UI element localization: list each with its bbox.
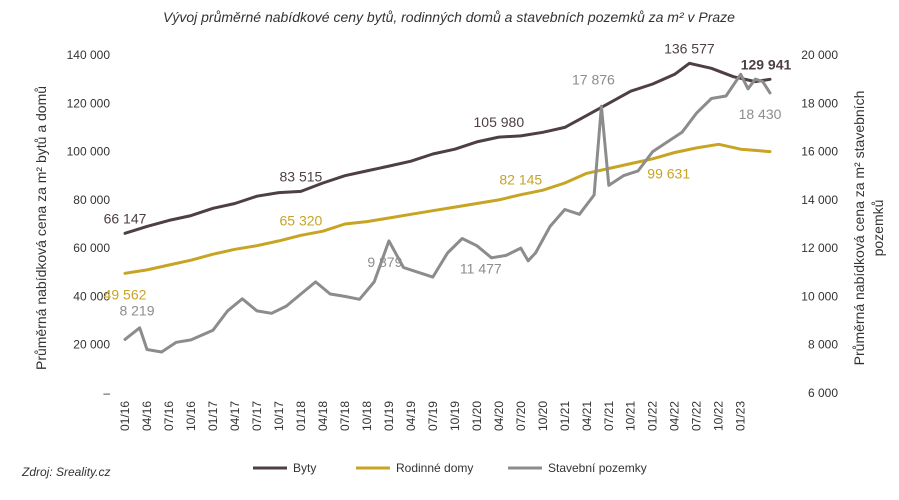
chart-title: Vývoj průměrné nabídkové ceny bytů, rodi… [163, 9, 735, 25]
data-label: 17 876 [572, 71, 615, 87]
legend-label: Byty [293, 461, 316, 475]
data-label: 8 219 [119, 302, 154, 318]
x-tick-label: 10/19 [448, 401, 462, 431]
data-label: 83 515 [279, 168, 322, 184]
x-tick-label: 04/22 [668, 401, 682, 431]
x-tick-label: 04/20 [492, 401, 506, 431]
y-left-tick-label: 80 000 [73, 193, 110, 207]
data-label: 18 430 [739, 106, 782, 122]
x-tick-label: 10/16 [184, 401, 198, 431]
plot-area: – 20 000 40 000 60 000 80 000 100 000 120 000 1… [67, 40, 839, 431]
x-tick-label: 07/20 [514, 401, 528, 431]
y-right-tick-label: 16 000 [801, 145, 838, 159]
y-left-tick-label: 60 000 [73, 241, 110, 255]
y-left-tick-label: 100 000 [67, 145, 111, 159]
x-tick-label: 04/17 [228, 401, 242, 431]
series-line-rodinné-domy [123, 142, 772, 275]
y-right-tick-label: 12 000 [801, 241, 838, 255]
data-label: 99 631 [647, 165, 690, 181]
x-tick-label: 07/22 [690, 401, 704, 431]
svg-text:pozemků: pozemků [870, 200, 886, 257]
y-left-tick-label: 120 000 [67, 96, 111, 110]
x-tick-label: 10/18 [360, 401, 374, 431]
x-tick-label: 01/21 [558, 401, 572, 431]
data-label: 9 879 [367, 254, 402, 270]
data-label: 129 941 [741, 56, 792, 72]
y-right-tick-label: 6 000 [808, 386, 838, 400]
x-tick-label: 01/18 [294, 401, 308, 431]
series-line-byty [123, 61, 772, 235]
y-axis-left-label: Průměrná nabídková cena za m² bytů a dom… [33, 86, 49, 370]
svg-text:Průměrná nabídková cena za m²: Průměrná nabídková cena za m² stavebních [851, 91, 867, 366]
x-tick-label: 01/20 [470, 401, 484, 431]
x-tick-label: 10/17 [272, 401, 286, 431]
y-right-tick-label: 10 000 [801, 289, 838, 303]
x-tick-label: 01/23 [734, 401, 748, 431]
y-axis-right-label: Průměrná nabídková cena za m² stavebních… [851, 91, 886, 366]
x-tick-label: 04/21 [580, 401, 594, 431]
y-right-tick-label: 18 000 [801, 96, 838, 110]
series-line-stavební-pozemky [123, 72, 772, 354]
x-tick-label: 04/16 [140, 401, 154, 431]
y-right-tick-label: 8 000 [808, 338, 838, 352]
x-tick-label: 07/16 [162, 401, 176, 431]
x-tick-label: 01/22 [646, 401, 660, 431]
data-label: 82 145 [499, 172, 542, 188]
data-label: 11 477 [460, 261, 502, 277]
x-tick-label: 07/21 [602, 401, 616, 431]
data-label: 66 147 [104, 210, 147, 226]
x-tick-label: 10/21 [624, 401, 638, 431]
x-tick-label: 01/17 [206, 401, 220, 431]
legend-label: Stavební pozemky [548, 461, 647, 475]
y-left-tick-label: 20 000 [73, 338, 110, 352]
x-tick-label: 10/22 [712, 401, 726, 431]
data-label: 49 562 [104, 286, 147, 302]
legend: Byty Rodinné domy Stavební pozemky [253, 461, 647, 475]
x-tick-label: 01/19 [382, 401, 396, 431]
legend-label: Rodinné domy [396, 461, 473, 475]
source-note: Zdroj: Sreality.cz [21, 465, 110, 479]
x-tick-label: 07/19 [426, 401, 440, 431]
y-left-tick-label: – [103, 386, 110, 400]
y-left-tick-label: 40 000 [73, 289, 110, 303]
x-tick-label: 04/19 [404, 401, 418, 431]
x-tick-label: 01/16 [118, 401, 132, 431]
data-label: 136 577 [664, 40, 715, 56]
data-label: 105 980 [474, 114, 525, 130]
y-right-tick-label: 20 000 [801, 48, 838, 62]
x-tick-label: 07/18 [338, 401, 352, 431]
data-label: 65 320 [279, 212, 322, 228]
x-tick-label: 04/18 [316, 401, 330, 431]
y-right-tick-label: 14 000 [801, 193, 838, 207]
x-tick-label: 10/20 [536, 401, 550, 431]
y-left-tick-label: 140 000 [67, 48, 111, 62]
x-tick-label: 07/17 [250, 401, 264, 431]
